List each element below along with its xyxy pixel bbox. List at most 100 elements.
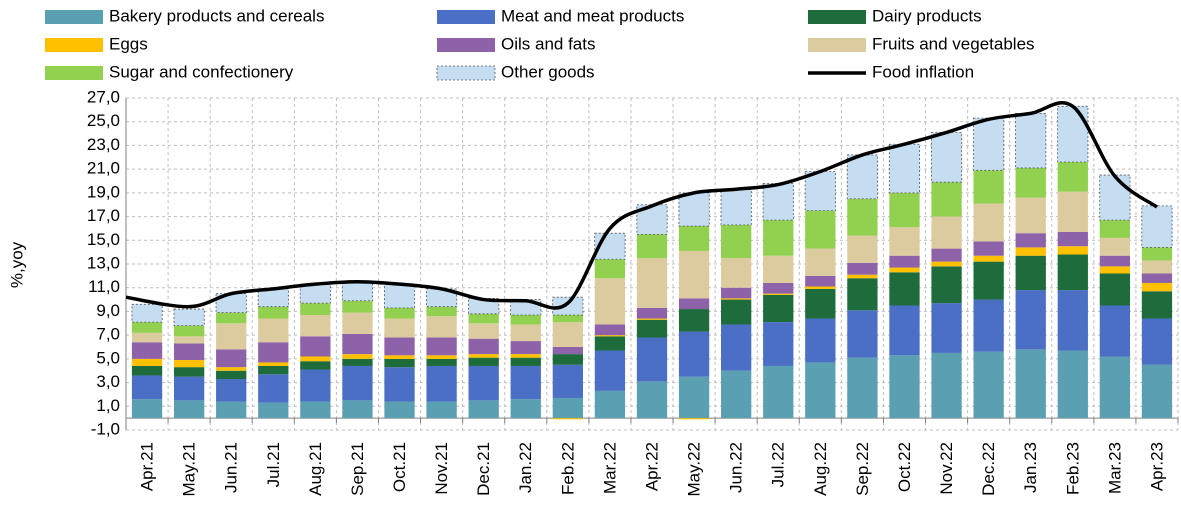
x-tick-label: Dec.22: [979, 442, 998, 496]
y-tick-label: -1,0: [91, 419, 120, 438]
bar-segment: [173, 336, 205, 344]
bar-segment: [931, 216, 962, 249]
bar-segment: [846, 154, 878, 200]
bar-segment: [341, 281, 373, 302]
legend-label: Meat and meat products: [501, 6, 684, 25]
bar-segment: [973, 117, 1005, 171]
bar-segment: [721, 299, 752, 325]
x-tick-label: May.21: [180, 442, 199, 497]
x-tick-label: Apr.21: [138, 442, 157, 491]
bar-segment: [805, 248, 836, 276]
bar-segment: [805, 286, 836, 289]
bar-segment: [636, 307, 668, 319]
x-tick-label: Feb.23: [1063, 442, 1082, 495]
bar-segment: [258, 362, 289, 366]
bar-segment: [552, 296, 584, 316]
bar-segment: [1141, 205, 1173, 248]
x-tick-label: Sep.22: [853, 442, 872, 496]
bar-segment: [426, 337, 457, 356]
bar-segment: [258, 342, 289, 363]
x-tick-label: Jul.21: [264, 442, 283, 487]
bar-segment: [510, 324, 541, 342]
bar-segment: [426, 358, 457, 366]
legend-label: Fruits and vegetables: [872, 34, 1035, 53]
bar-segment: [426, 401, 457, 419]
x-tick-label: Oct.21: [390, 442, 409, 492]
bar-segment: [721, 370, 752, 419]
bar-segment: [594, 336, 626, 351]
bar-segment: [678, 298, 710, 310]
bar-segment: [889, 355, 920, 419]
y-tick-label: 11,0: [88, 277, 120, 296]
bar-segment: [931, 248, 962, 262]
bar-segment: [594, 335, 626, 337]
bar-segment: [636, 337, 668, 382]
bar-segment: [763, 293, 794, 295]
bar-segment: [678, 331, 710, 377]
x-tick-label: Nov.21: [432, 442, 451, 495]
x-tick-label: Mar.23: [1105, 442, 1124, 494]
bar-segment: [889, 305, 920, 356]
bar-segment: [973, 241, 1004, 256]
bar-segment: [300, 369, 331, 402]
legend-label: Dairy products: [872, 6, 982, 25]
bar-segment: [1015, 255, 1046, 291]
bar-segment: [552, 418, 583, 420]
legend-label: Eggs: [109, 34, 148, 53]
legend-label: Food inflation: [872, 62, 974, 81]
bar-segment: [426, 316, 457, 338]
bar-segment: [889, 192, 920, 228]
bar-segment: [1099, 305, 1131, 357]
bar-segment: [300, 303, 331, 315]
bar-segment: [889, 227, 920, 256]
bar-segment: [1015, 349, 1046, 419]
bar-segment: [805, 288, 836, 319]
bar-segment: [258, 402, 289, 419]
bar-segment: [552, 354, 583, 365]
bar-segment: [594, 324, 626, 336]
legend-swatch: [437, 10, 495, 24]
bar-segment: [131, 358, 163, 366]
x-tick-label: Jun.21: [222, 442, 241, 493]
x-tick-label: Feb.22: [558, 442, 577, 495]
bar-segment: [931, 303, 962, 353]
bar-segment: [1141, 247, 1173, 261]
bar-segment: [1141, 282, 1173, 292]
bar-segment: [636, 258, 668, 308]
bar-segment: [342, 365, 373, 401]
bar-segment: [131, 303, 163, 323]
bar-segment: [594, 350, 626, 391]
x-tick-label: Jul.22: [769, 442, 788, 487]
bar-segment: [1141, 260, 1173, 274]
y-tick-label: 13,0: [87, 253, 120, 272]
legend-swatch: [45, 38, 103, 52]
bar-segment: [1015, 167, 1046, 198]
bar-segment: [1099, 237, 1131, 256]
bar-segment: [468, 357, 499, 366]
bar-segment: [215, 293, 247, 314]
bar-segment: [1099, 273, 1131, 306]
line: [125, 100, 1158, 310]
x-tick-label: Aug.21: [306, 442, 325, 496]
bar-segment: [804, 171, 836, 212]
y-tick-label: 7,0: [96, 325, 120, 344]
bar-segment: [888, 143, 921, 194]
bar-segment: [1015, 247, 1046, 256]
bar-segment: [131, 375, 163, 400]
bar-segment: [889, 255, 920, 268]
bar-segment: [889, 267, 920, 273]
bar-segment: [173, 376, 205, 401]
bar-segment: [721, 324, 752, 371]
bar-segment: [258, 365, 289, 375]
bar-segment: [468, 354, 499, 358]
bar-segment: [763, 294, 794, 323]
bar-segment: [258, 306, 289, 319]
bar-segment: [1099, 356, 1131, 419]
bar-segment: [173, 367, 205, 377]
bar-segment: [847, 357, 878, 419]
bar-segment: [763, 220, 794, 256]
bar-segment: [721, 287, 752, 299]
bar-segment: [973, 203, 1004, 242]
bar-segment: [131, 365, 163, 376]
bar-segment: [847, 198, 878, 236]
